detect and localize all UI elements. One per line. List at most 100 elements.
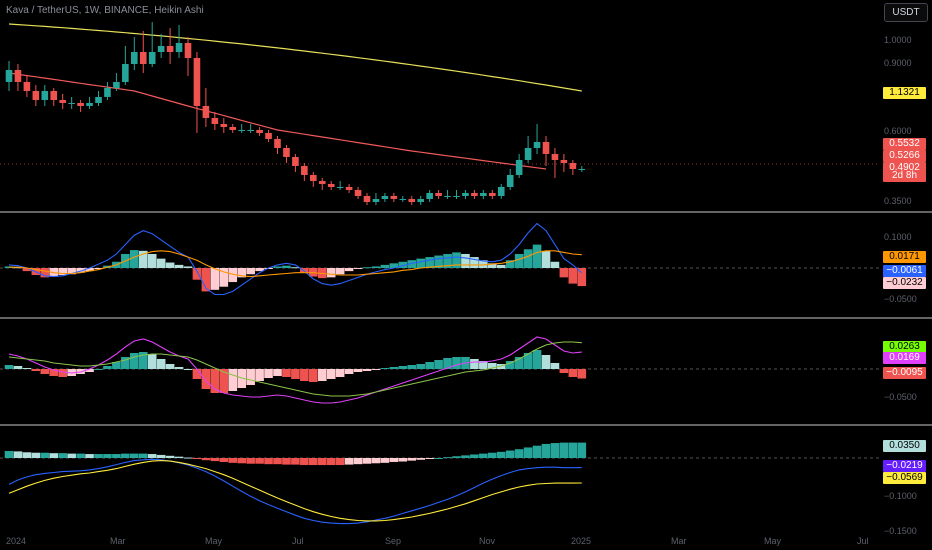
indicator-3-histogram-bar <box>13 451 23 458</box>
macd-histogram-bar <box>58 268 67 276</box>
signal-value-tag: 0.0171 <box>883 251 926 263</box>
macd-histogram-bar <box>407 260 417 268</box>
indicator-2-histogram-bar <box>138 352 148 369</box>
indicator-2-histogram-bar <box>371 369 381 370</box>
indicator-3-histogram-bar <box>300 458 309 466</box>
macd-histogram-bar <box>344 268 354 272</box>
macd-histogram-bar <box>147 253 157 268</box>
indicator-2-histogram-bar <box>112 362 121 369</box>
histogram-value-tag: −0.0232 <box>883 277 926 289</box>
bar-countdown-tag: 2d 8h <box>883 170 926 182</box>
candle-body <box>32 90 40 100</box>
indicator-2-histogram-bar <box>264 369 273 378</box>
candle-body <box>435 192 442 196</box>
indicator-3-histogram-bar <box>210 458 220 462</box>
indicator-3-histogram-bar <box>371 458 381 464</box>
indicator-3-histogram-bar <box>407 458 417 461</box>
indicator-2-histogram-bar <box>407 365 417 369</box>
candle-body <box>68 102 75 104</box>
macd-histogram-bar <box>85 268 94 272</box>
indicator-2-histogram-bar <box>22 368 32 369</box>
candle-body <box>381 195 389 199</box>
macd-histogram-bar <box>488 263 497 268</box>
high-price-tag: 0.5532 <box>883 138 926 150</box>
candle-body <box>399 198 407 200</box>
indicator-3-histogram-bar <box>94 454 103 458</box>
indicator-2-histogram-bar <box>452 357 461 369</box>
candle-body <box>104 87 111 97</box>
macd-histogram-bar <box>326 268 336 278</box>
indicator-2-histogram-bar <box>103 366 112 369</box>
candle-body <box>560 159 568 163</box>
indicator-3-histogram-bar <box>488 452 497 458</box>
indicator-2-histogram-bar <box>255 369 264 381</box>
indicator-2-histogram-bar <box>362 369 372 371</box>
candle-body <box>5 69 13 82</box>
macd-histogram-bar <box>130 250 139 268</box>
price-axis-label: 0.6000 <box>884 126 912 136</box>
last-price-tag: 0.5266 <box>883 150 926 162</box>
indicator-3-slow-line <box>8 460 582 522</box>
candle-body <box>14 69 22 82</box>
indicator-3-histogram-bar <box>523 447 533 458</box>
indicator-2-histogram-bar <box>416 364 425 369</box>
indicator-2-histogram-bar <box>156 359 166 369</box>
indicator-3-histogram-bar <box>541 443 551 458</box>
macd-histogram-bar <box>174 264 184 268</box>
candle-body <box>238 129 245 131</box>
candle-body <box>77 102 84 106</box>
indicator-2-histogram-bar <box>425 362 434 369</box>
indicator-2-histogram-bar <box>40 369 50 374</box>
indicator-2-histogram-bar <box>228 369 238 391</box>
candle-body <box>283 147 290 157</box>
indicator-2-histogram-bar <box>130 353 139 369</box>
indicator-2-histogram-bar <box>94 369 103 370</box>
indicator-3-histogram-bar <box>4 450 14 458</box>
candle-body <box>211 117 219 124</box>
indicator-2-histogram-bar <box>273 369 282 376</box>
indicator-2-histogram-bar <box>121 357 130 369</box>
indicator-3-histogram-bar <box>291 458 300 465</box>
candle-body <box>462 192 469 196</box>
indicator-3-histogram-bar <box>273 458 282 465</box>
indicator-2-histogram-bar <box>147 354 157 369</box>
indicator-3-histogram-bar <box>112 454 121 458</box>
currency-button[interactable]: USDT <box>884 3 928 22</box>
macd-value-tag: −0.0061 <box>883 265 926 277</box>
indicator-2-histogram-bar <box>183 369 193 370</box>
indicator-3-histogram-bar <box>505 450 515 458</box>
candle-body <box>95 96 102 103</box>
indicator-2-histogram-bar <box>577 369 587 379</box>
candle-body <box>318 180 326 184</box>
indicator-2-histogram-bar <box>541 355 551 369</box>
indicator-3-histogram-bar <box>335 458 345 466</box>
indicator-2-histogram-bar <box>505 361 515 369</box>
macd-histogram-bar <box>425 257 434 268</box>
macd-histogram-bar <box>353 268 363 269</box>
macd-histogram-bar <box>40 268 50 278</box>
indicator-3-histogram-bar <box>255 458 264 464</box>
indicator-3-histogram-bar <box>237 458 246 464</box>
macd-histogram-bar <box>568 268 578 284</box>
indicator-2-histogram-bar <box>514 357 524 369</box>
indicator-3-histogram-bar <box>165 455 175 458</box>
macd-histogram-bar <box>559 268 569 278</box>
indicator-2-histogram-bar <box>58 369 67 377</box>
x-axis-label: Mar <box>671 536 687 546</box>
macd-histogram-bar <box>22 268 32 272</box>
candle-body <box>157 45 165 52</box>
x-axis-label: Sep <box>385 536 402 546</box>
indicator-3-histogram-bar <box>67 453 76 458</box>
indicator-3-histogram-bar <box>577 442 587 458</box>
candle-body <box>453 195 460 197</box>
macd-histogram-bar <box>138 250 148 268</box>
price-axis-label: 0.3500 <box>884 196 912 206</box>
candle-body <box>229 126 237 130</box>
indicator-3-histogram-bar <box>22 452 32 458</box>
indicator-3-histogram-bar <box>85 454 94 458</box>
macd-axis-label: 0.1000 <box>884 232 912 242</box>
indicator-3-fast-line <box>8 458 582 525</box>
indicator-2-histogram-bar <box>568 369 578 377</box>
candle-body <box>202 105 210 118</box>
macd-histogram-bar <box>380 264 390 268</box>
